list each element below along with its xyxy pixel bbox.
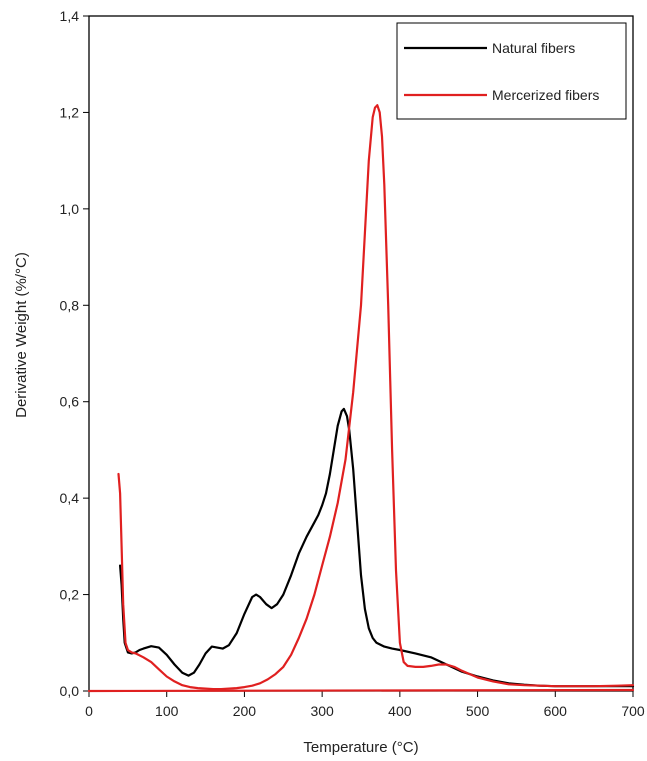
series-line-baseline — [87, 688, 635, 693]
x-tick-label: 100 — [155, 703, 179, 719]
y-tick-label: 1,2 — [60, 104, 80, 120]
y-tick-label: 1,0 — [60, 201, 80, 217]
legend-label-natural: Natural fibers — [492, 40, 575, 56]
legend-label-mercerized: Mercerized fibers — [492, 87, 599, 103]
x-tick-label: 0 — [85, 703, 93, 719]
y-tick-label: 0,4 — [60, 490, 80, 506]
x-tick-label: 300 — [310, 703, 334, 719]
legend-box — [396, 22, 627, 120]
y-tick-label: 0,6 — [60, 394, 80, 410]
series-line-natural-fibers — [119, 407, 635, 688]
x-tick-label: 500 — [466, 703, 490, 719]
y-tick-label: 0,8 — [60, 297, 80, 313]
x-tick-label: 400 — [388, 703, 412, 719]
x-axis-label: Temperature (°C) — [303, 739, 418, 756]
x-tick-label: 200 — [233, 703, 257, 719]
x-tick-label: 600 — [544, 703, 568, 719]
y-tick-label: 1,4 — [60, 8, 80, 24]
series-line-mercerized-fibers — [117, 104, 635, 691]
legend: Natural fibers Mercerized fibers — [396, 22, 627, 120]
y-tick-label: 0,2 — [60, 587, 80, 603]
x-ticks: 0 100 200 300 400 500 600 700 — [85, 691, 645, 719]
x-tick-label: 700 — [621, 703, 645, 719]
series-layer — [87, 104, 635, 693]
y-axis-label: Derivative Weight (%/°C) — [13, 252, 30, 418]
y-tick-label: 0,0 — [60, 683, 80, 699]
y-ticks: 0,0 0,2 0,4 0,6 0,8 1,0 1,2 1,4 — [60, 8, 89, 699]
